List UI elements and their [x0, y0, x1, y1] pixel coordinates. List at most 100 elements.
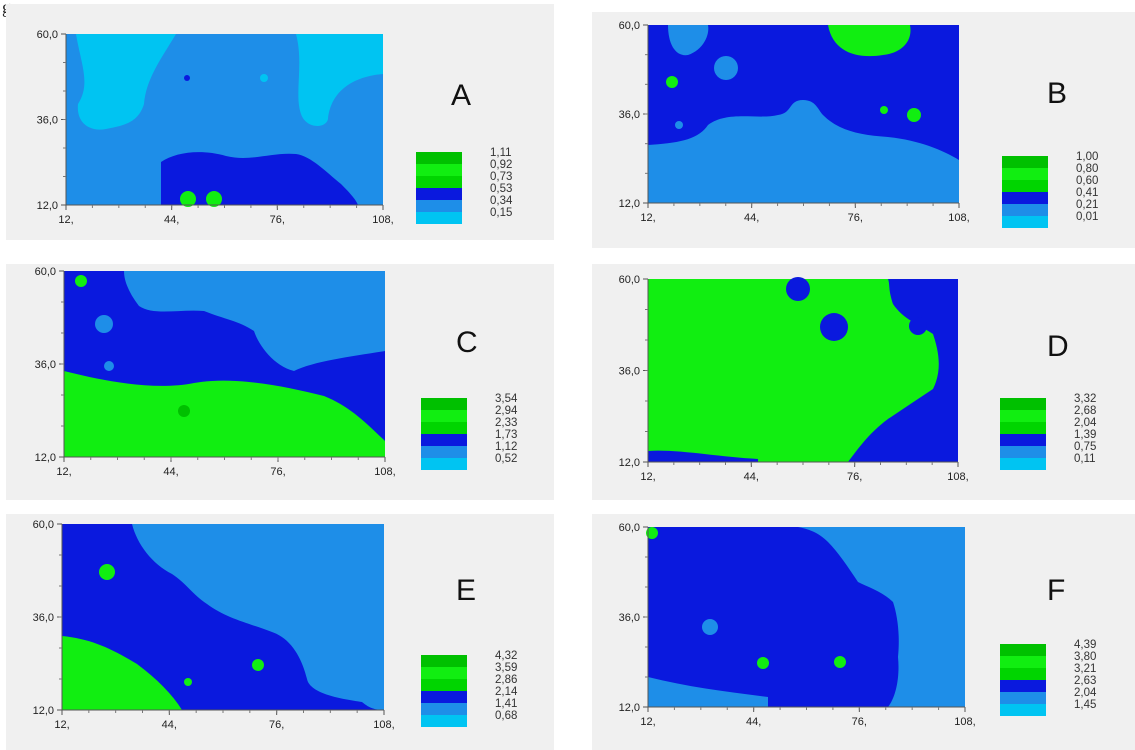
legend-label-e-4: 1,41 [495, 698, 518, 710]
legend-swatch-b-5 [1002, 216, 1048, 228]
contour-spot-high-f1 [757, 657, 769, 669]
legend-swatch-f-2 [1000, 668, 1046, 680]
legend-swatch-c-1 [421, 410, 467, 422]
legend-label-b-0: 1,00 [1076, 151, 1099, 163]
legend-label-d-0: 3,32 [1074, 393, 1097, 405]
contour-spot-high-e2 [252, 659, 264, 671]
panel-label-c: C [456, 326, 478, 359]
y-tick-label-c-2: 12,0 [35, 452, 56, 464]
legend-label-a-5: 0,15 [490, 207, 513, 219]
x-tick-label-b-3: 108, [948, 212, 969, 224]
legend-label-c-0: 3,54 [495, 393, 518, 405]
x-tick-label-f-2: 76, [852, 716, 867, 728]
y-tick-label-f-1: 36,0 [619, 612, 640, 624]
y-tick-label-b-2: 12,0 [619, 198, 640, 210]
legend-swatch-c-5 [421, 458, 467, 470]
legend-label-c-2: 2,33 [495, 417, 518, 429]
legend-label-f-2: 3,21 [1074, 663, 1097, 675]
chart-panel-a: 12, 44, 76, 108, 60,0 36,0 12,0 A 1,11 0,92 0,73… [6, 4, 554, 240]
legend-swatch-e-3 [421, 691, 467, 703]
x-tick-label-a-3: 108, [372, 214, 393, 226]
contour-plot-f: 12, 44, 76, 108, 60,0 36,0 12,0 [619, 522, 976, 728]
contour-plot-c: 12, 44, 76, 108, 60,0 36,0 12,0 [35, 266, 396, 478]
x-tick-label-c-3: 108, [374, 466, 395, 478]
legend-swatch-c-4 [421, 446, 467, 458]
contour-region-low-f2 [648, 677, 768, 707]
legend-label-a-4: 0,34 [490, 195, 513, 207]
contour-region-low-f [798, 527, 965, 707]
panel-label-a: A [451, 79, 472, 112]
legend-swatch-b-4 [1002, 204, 1048, 216]
legend-swatch-c-0 [421, 398, 467, 410]
legend-label-b-4: 0,21 [1076, 199, 1099, 211]
x-tick-label-c-2: 76, [270, 466, 285, 478]
legend-swatch-f-5 [1000, 704, 1046, 716]
legend-label-f-0: 4,39 [1074, 639, 1097, 651]
contour-spot-high-f2 [834, 656, 846, 668]
legend-swatch-a-3 [416, 188, 462, 200]
contour-plot-a: 12, 44, 76, 108, 60,0 36,0 12,0 [37, 29, 394, 226]
contour-region-low-b2 [668, 25, 709, 56]
legend-label-b-1: 0,80 [1076, 163, 1099, 175]
contour-spot-high-a2 [206, 191, 222, 207]
contour-spot-mid-d3 [786, 277, 810, 301]
contour-spot-high-b1 [666, 76, 678, 88]
legend-swatch-b-2 [1002, 180, 1048, 192]
x-tick-label-b-1: 44, [744, 212, 759, 224]
x-tick-label-e-1: 44, [162, 719, 177, 731]
legend-swatch-e-5 [421, 715, 467, 727]
legend-label-e-0: 4,32 [495, 650, 518, 662]
contour-spot-high-b2 [907, 108, 921, 122]
legend-label-d-1: 2,68 [1074, 405, 1097, 417]
contour-spot-mid-a [184, 75, 190, 81]
legend-label-e-1: 3,59 [495, 662, 518, 674]
x-tick-label-d-2: 76, [847, 471, 862, 483]
contour-plot-d: 12, 44, 76, 108, 60,0 36,0 12,0 [619, 274, 969, 483]
legend-label-b-2: 0,60 [1076, 175, 1099, 187]
legend-swatch-b-0 [1002, 156, 1048, 168]
chart-panel-d: 12, 44, 76, 108, 60,0 36,0 12,0 D 3,32 2,68 2,04… [592, 264, 1135, 500]
legend-swatch-d-3 [1000, 434, 1046, 446]
legend-swatch-e-2 [421, 679, 467, 691]
legend-label-d-5: 0,11 [1074, 453, 1096, 465]
legend-label-a-0: 1,11 [490, 147, 512, 159]
legend-swatch-f-3 [1000, 680, 1046, 692]
legend-swatch-d-4 [1000, 446, 1046, 458]
contour-spot-low-f [702, 619, 718, 635]
legend-swatch-a-4 [416, 200, 462, 212]
legend-swatch-f-1 [1000, 656, 1046, 668]
y-tick-label-d-0: 60,0 [619, 274, 640, 286]
legend-label-c-4: 1,12 [495, 441, 518, 453]
legend-label-b-3: 0,41 [1076, 187, 1099, 199]
y-tick-label-b-1: 36,0 [619, 109, 640, 121]
legend-swatch-a-0 [416, 152, 462, 164]
legend-swatch-a-5 [416, 212, 462, 224]
contour-spot-low-c1 [95, 315, 113, 333]
legend-swatch-f-4 [1000, 692, 1046, 704]
legend-label-e-3: 2,14 [495, 686, 518, 698]
legend-label-c-3: 1,73 [495, 429, 518, 441]
legend-swatch-d-0 [1000, 398, 1046, 410]
x-tick-label-f-3: 108, [954, 716, 975, 728]
contour-region-mid-e [62, 524, 384, 710]
x-tick-label-f-1: 44, [746, 716, 761, 728]
chart-panel-e: 12, 44, 76, 108, 60,0 36,0 12,0 E 4,32 3,59 2,86… [6, 514, 554, 750]
contour-spot-mid-d1 [820, 313, 848, 341]
x-tick-label-d-1: 44, [744, 471, 759, 483]
contour-spot-high-f3 [646, 527, 658, 539]
legend-swatch-a-1 [416, 164, 462, 176]
y-tick-label-b-0: 60,0 [619, 20, 640, 32]
x-tick-label-e-3: 108, [373, 719, 394, 731]
legend-swatch-e-0 [421, 655, 467, 667]
contour-region-mid-d2 [648, 450, 758, 462]
y-tick-label-c-0: 60,0 [35, 266, 56, 278]
legend-swatch-d-2 [1000, 422, 1046, 434]
legend-swatch-e-1 [421, 667, 467, 679]
contour-spot-high-a1 [180, 191, 196, 207]
legend-swatch-f-0 [1000, 644, 1046, 656]
contour-spot-high-e3 [184, 678, 192, 686]
legend-label-f-3: 2,63 [1074, 675, 1097, 687]
legend-label-d-4: 0,75 [1074, 441, 1097, 453]
x-tick-label-a-2: 76, [270, 214, 285, 226]
y-tick-label-a-2: 12,0 [37, 200, 58, 212]
